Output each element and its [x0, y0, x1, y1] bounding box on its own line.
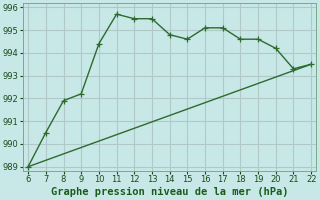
X-axis label: Graphe pression niveau de la mer (hPa): Graphe pression niveau de la mer (hPa) [51, 187, 288, 197]
